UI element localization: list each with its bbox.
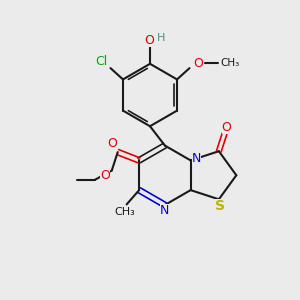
Text: O: O — [107, 137, 117, 150]
Text: Cl: Cl — [95, 55, 108, 68]
Text: N: N — [192, 152, 201, 165]
Text: O: O — [193, 57, 203, 70]
Text: O: O — [100, 169, 110, 182]
Text: CH₃: CH₃ — [220, 58, 240, 68]
Text: S: S — [215, 199, 225, 213]
Text: CH₃: CH₃ — [114, 207, 135, 217]
Text: N: N — [160, 204, 170, 217]
Text: H: H — [157, 33, 166, 43]
Text: O: O — [144, 34, 154, 47]
Text: O: O — [222, 121, 232, 134]
